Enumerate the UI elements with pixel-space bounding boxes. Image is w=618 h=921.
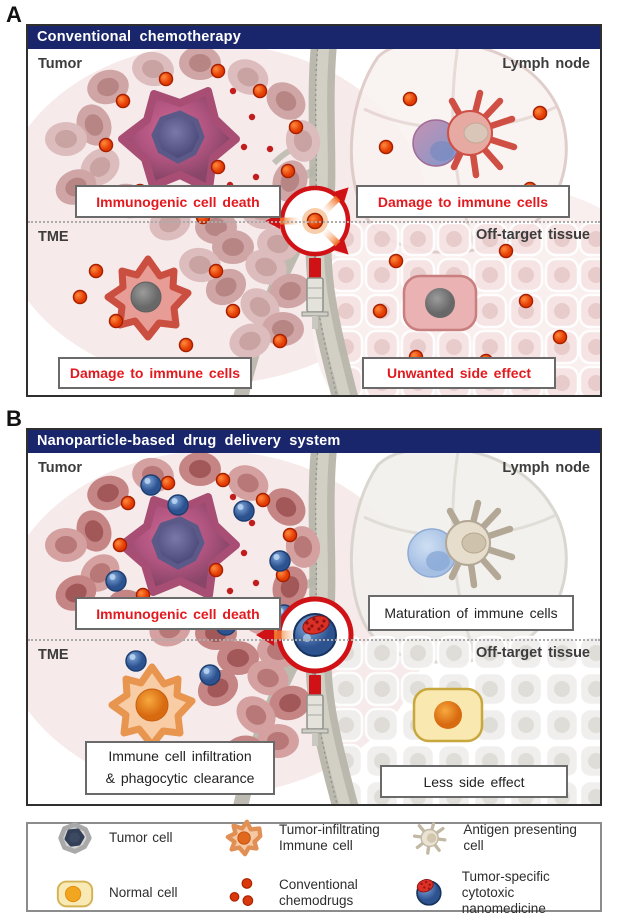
tumor-specific-cytotoxic-nanomedicine-icon [416,879,442,906]
panel-a: Conventional chemotherapy [26,24,602,397]
panel-b-letter: B [6,406,22,431]
offtarget-normal-cell [412,687,484,743]
legend-label: Tumor cell [109,830,173,846]
legend-item-tumor-specific-cytotoxic-nanomedicine: Tumor-specific cytotoxic nanomedicine [407,869,600,917]
conventional-chemodrugs-icon [229,878,254,906]
panel-a-region-tme: TME [38,229,69,245]
tme-immune-cell [108,663,196,749]
panel-b-callout-tme: Immune cell infiltration & phagocytic cl… [85,741,275,795]
dendritic-cell [447,89,518,179]
panel-b-region-tme: TME [38,647,69,663]
panel-a-region-tumor: Tumor [38,56,83,72]
legend-label: Antigen presenting cell [463,822,577,854]
panel-a-title: Conventional chemotherapy [28,26,600,49]
panel-b-body: Tumor Lymph node TME Off-target tissue I… [28,453,600,804]
panel-a-region-off-target: Off-target tissue [476,227,590,243]
panel-a-region-lymph-node: Lymph node [502,56,590,72]
panel-b-callout-off-target: Less side effect [380,765,568,798]
panel-b-title: Nanoparticle-based drug delivery system [28,430,600,453]
dying-tumor-cell [118,493,240,599]
panel-b-callout-tme-line2: & phagocytic clearance [105,770,255,786]
tumor-cell-icon [58,822,92,854]
nanoparticle-closeup [293,613,337,657]
panel-b-region-off-target: Off-target tissue [476,645,590,661]
antigen-presenting-cell-icon [412,822,447,855]
panel-a-divider [28,221,600,223]
legend-item-tumor-cell: Tumor cell [52,817,222,859]
panel-a-callout-off-target: Unwanted side effect [362,357,556,389]
panel-a-callout-tme: Damage to immune cells [58,357,252,389]
panel-b-region-lymph-node: Lymph node [502,460,590,476]
panel-b-callout-lymph: Maturation of immune cells [368,595,574,631]
tme-immune-cell [104,255,192,341]
panel-a-body: Tumor Lymph node TME Off-target tissue I… [28,49,600,395]
normal-cell-icon [56,880,94,908]
panel-b: Nanoparticle-based drug delivery system [26,428,602,806]
legend-item-tumor-infiltrating-immune-cell: Tumor-infiltrating Immune cell [222,817,407,859]
legend-item-conventional-chemodrugs: Conventional chemodrugs [222,869,407,917]
panel-b-callout-tumor: Immunogenic cell death [75,597,281,630]
legend-label: Tumor-infiltrating Immune cell [279,822,380,854]
tumor-infiltrating-immune-cell-icon [225,819,263,857]
panel-b-region-tumor: Tumor [38,460,83,476]
panel-b-callout-tme-line1: Immune cell infiltration [108,748,252,765]
legend-label: Normal cell [109,885,178,901]
legend-label: Conventional chemodrugs [279,877,358,908]
dendritic-cell [445,499,516,589]
legend-item-antigen-presenting-cell: Antigen presenting cell [407,817,600,859]
syringe [301,661,329,746]
drug-arrow-upright [321,187,349,215]
drug-arrow-downright [321,227,349,255]
legend: Tumor cell Tumor-infiltrating Immune cel… [26,819,602,916]
legend-item-normal-cell: Normal cell [52,869,222,917]
offtarget-normal-cell [402,274,478,332]
legend-label: Tumor-specific cytotoxic nanomedicine [461,869,550,916]
panel-a-callout-lymph: Damage to immune cells [356,185,570,218]
panel-b-divider [28,639,600,641]
panel-a-letter: A [6,2,22,27]
panel-a-callout-tumor: Immunogenic cell death [75,185,281,218]
lymphocyte-cell [407,528,457,578]
